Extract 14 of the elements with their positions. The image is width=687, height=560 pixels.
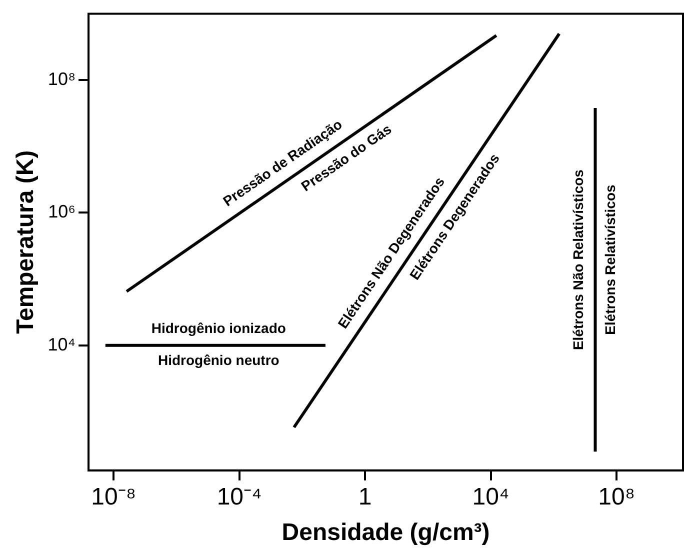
x-tick-label: 10⁴ (472, 483, 510, 510)
annotation: Elétrons Relativísticos (602, 184, 618, 335)
x-tick-label: 10⁻⁴ (216, 483, 262, 510)
annotation: Hidrogênio neutro (158, 352, 280, 368)
y-axis-title: Temperatura (K) (12, 150, 40, 334)
annotation: Elétrons Não Relativísticos (570, 169, 586, 350)
x-tick-label: 10⁻⁸ (91, 483, 136, 510)
y-tick-label: 10⁴ (48, 334, 76, 354)
x-tick-label: 10⁸ (598, 483, 635, 510)
annotation: Hidrogênio ionizado (151, 320, 286, 336)
x-axis-title: Densidade (g/cm³) (282, 519, 490, 546)
y-tick-label: 10⁸ (48, 69, 76, 90)
x-tick-label: 1 (358, 483, 372, 510)
y-tick-label: 10⁶ (48, 202, 76, 222)
